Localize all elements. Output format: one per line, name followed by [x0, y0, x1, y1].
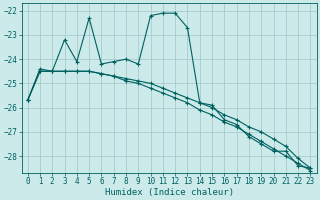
X-axis label: Humidex (Indice chaleur): Humidex (Indice chaleur)	[105, 188, 234, 197]
